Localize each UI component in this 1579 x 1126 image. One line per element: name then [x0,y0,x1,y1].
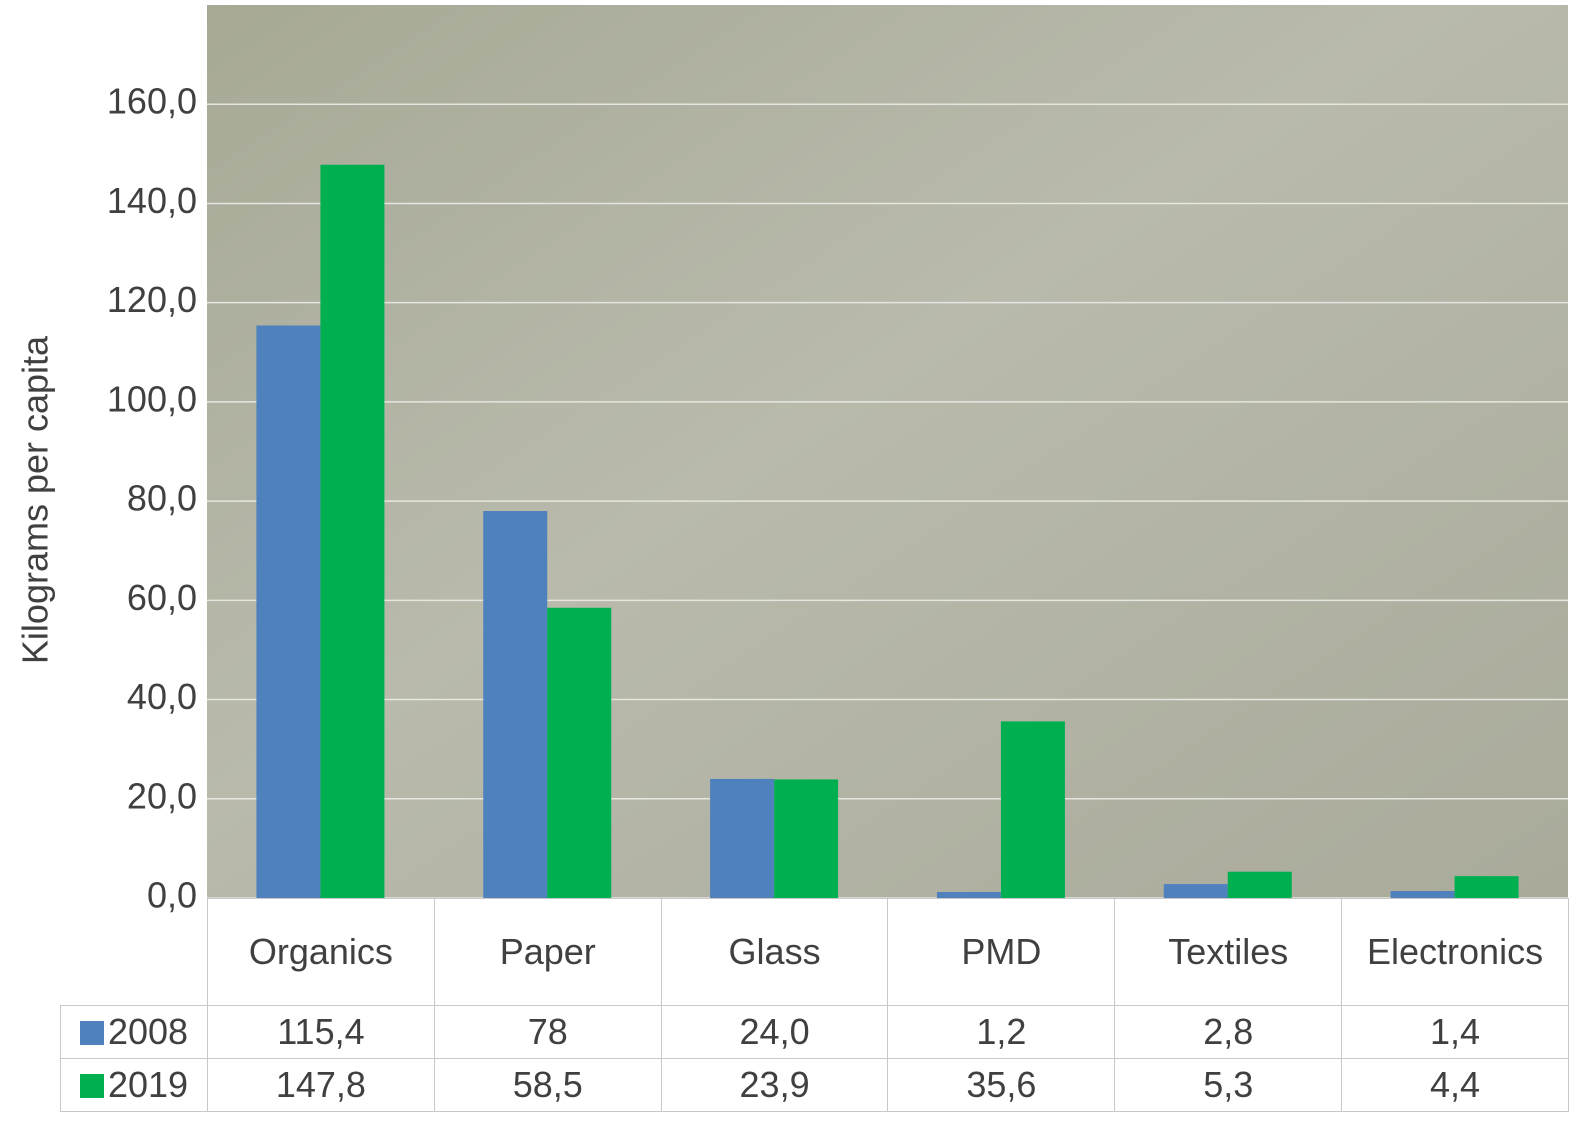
y-tick-label: 80,0 [127,478,197,519]
y-tick-label: 100,0 [107,378,197,419]
category-label: Electronics [1341,898,1569,1006]
bar [774,779,839,898]
value-label: 5,3 [1114,1058,1343,1112]
legend-key [79,1074,104,1098]
value-label: 35,6 [887,1058,1116,1112]
category-label: Glass [660,898,889,1006]
value-label: 24,0 [660,1005,889,1059]
legend-label: 2008 [107,1011,189,1052]
bar [1454,876,1519,898]
value-label: 147,8 [207,1058,435,1112]
bar [936,892,1001,898]
bar [320,164,385,898]
corner-cell [60,898,208,1006]
value-label: 23,9 [660,1058,889,1112]
series-row: 2019 147,8 58,5 23,9 35,6 5,3 4,4 [60,1058,1569,1112]
bar [1227,871,1292,898]
legend-label: 2019 [107,1064,189,1105]
bar [547,607,612,898]
data-table: Organics Paper Glass PMD Textiles Electronics… [60,898,1569,1112]
category-label: Textiles [1114,898,1343,1006]
value-label: 58,5 [433,1058,662,1112]
y-tick-label: 120,0 [107,279,197,320]
y-tick-label: 20,0 [127,775,197,816]
bar [256,325,321,898]
bar [1390,891,1455,898]
legend-cell: 2008 [60,1005,208,1059]
bar [710,778,775,898]
y-tick-label: 140,0 [107,180,197,221]
header-row: Organics Paper Glass PMD Textiles Electronics [60,898,1569,1006]
value-label: 4,4 [1341,1058,1569,1112]
y-tick-label: 160,0 [107,81,197,122]
series-row: 2008 115,4 78 24,0 1,2 2,8 1,4 [60,1005,1569,1059]
bar [1163,884,1228,898]
legend-key [79,1021,104,1045]
value-label: 2,8 [1114,1005,1343,1059]
bar [483,511,548,898]
category-label: PMD [887,898,1116,1006]
category-label: Paper [433,898,662,1006]
plot-background [207,5,1568,898]
value-label: 115,4 [207,1005,435,1059]
value-label: 78 [433,1005,662,1059]
value-label: 1,2 [887,1005,1116,1059]
y-axis-label: Kilograms per capita [15,335,56,664]
bar [1000,721,1065,898]
y-tick-label: 40,0 [127,676,197,717]
value-label: 1,4 [1341,1005,1569,1059]
category-label: Organics [207,898,435,1006]
y-tick-label: 60,0 [127,577,197,618]
legend-cell: 2019 [60,1058,208,1112]
